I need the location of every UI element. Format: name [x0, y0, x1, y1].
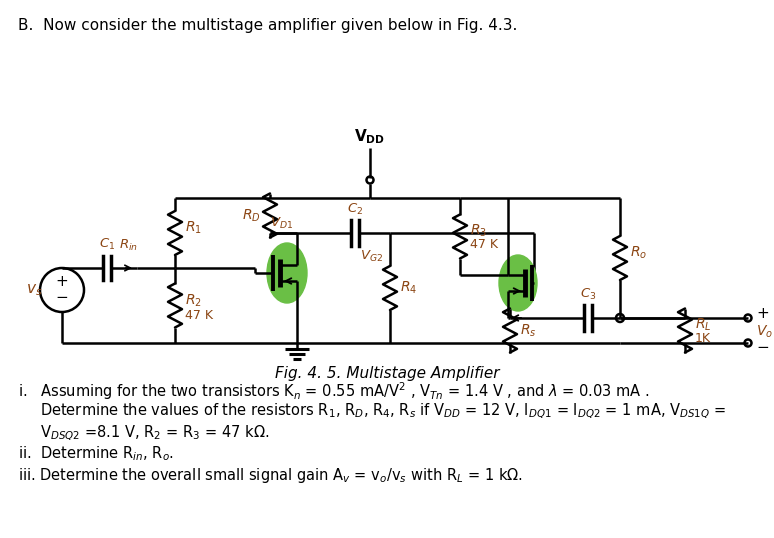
Text: $R_s$: $R_s$	[520, 322, 536, 339]
Text: i.   Assuming for the two transistors K$_n$ = 0.55 mA/V$^2$ , V$_{Tn}$ = 1.4 V ,: i. Assuming for the two transistors K$_n…	[18, 380, 649, 402]
Text: $R_4$: $R_4$	[400, 280, 417, 296]
Text: $C_3$: $C_3$	[580, 287, 596, 302]
Text: $V_{G2}$: $V_{G2}$	[360, 249, 383, 264]
Text: iii. Determine the overall small signal gain A$_v$ = v$_o$/v$_s$ with R$_L$ = 1 : iii. Determine the overall small signal …	[18, 466, 522, 485]
Text: 1K: 1K	[695, 332, 711, 345]
Text: $R_{in}$: $R_{in}$	[119, 238, 139, 253]
Text: 47 K: 47 K	[185, 309, 213, 322]
Text: $\mathbf{V_{DD}}$: $\mathbf{V_{DD}}$	[354, 128, 385, 146]
Ellipse shape	[499, 255, 537, 311]
Text: B.  Now consider the multistage amplifier given below in Fig. 4.3.: B. Now consider the multistage amplifier…	[18, 18, 517, 33]
Text: $C_1$: $C_1$	[99, 237, 115, 252]
Text: $R_o$: $R_o$	[630, 245, 647, 261]
Ellipse shape	[267, 243, 307, 303]
Text: ii.  Determine R$_{in}$, R$_o$.: ii. Determine R$_{in}$, R$_o$.	[18, 444, 174, 463]
Text: $R_2$: $R_2$	[185, 292, 202, 309]
Text: Fig. 4. 5. Multistage Amplifier: Fig. 4. 5. Multistage Amplifier	[275, 366, 499, 381]
Text: +: +	[756, 306, 769, 321]
Text: $R_L$: $R_L$	[695, 316, 711, 332]
Text: $v_s$: $v_s$	[26, 282, 42, 298]
Text: $R_3$: $R_3$	[470, 222, 487, 239]
Text: $V_o$: $V_o$	[756, 324, 773, 340]
Text: $C_2$: $C_2$	[347, 202, 363, 217]
Text: $R_1$: $R_1$	[185, 220, 202, 236]
Text: −: −	[756, 339, 769, 355]
Text: V$_{DSQ2}$ =8.1 V, R$_2$ = R$_3$ = 47 k$\Omega$.: V$_{DSQ2}$ =8.1 V, R$_2$ = R$_3$ = 47 k$…	[40, 424, 269, 443]
Text: $R_D$: $R_D$	[242, 207, 261, 224]
Text: $V_{D1}$: $V_{D1}$	[270, 216, 293, 231]
Text: +: +	[56, 274, 68, 289]
Text: Determine the values of the resistors R$_1$, R$_D$, R$_4$, R$_s$ if V$_{DD}$ = 1: Determine the values of the resistors R$…	[40, 402, 726, 421]
Text: −: −	[56, 291, 68, 306]
Text: 47 K: 47 K	[470, 238, 498, 251]
